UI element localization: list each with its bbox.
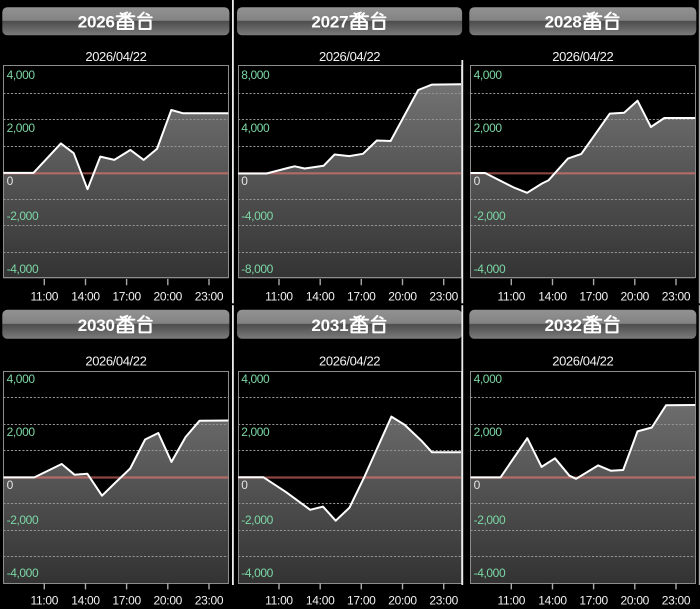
svg-text:2,000: 2,000 bbox=[474, 121, 503, 135]
svg-text:11:00: 11:00 bbox=[30, 290, 58, 304]
svg-text:2026/04/22: 2026/04/22 bbox=[319, 353, 380, 368]
svg-text:23:00: 23:00 bbox=[429, 290, 458, 304]
svg-text:-4,000: -4,000 bbox=[7, 262, 39, 276]
svg-text:0: 0 bbox=[7, 478, 14, 492]
svg-text:-2,000: -2,000 bbox=[7, 513, 39, 527]
svg-text:2026/04/22: 2026/04/22 bbox=[319, 49, 380, 64]
svg-text:17:00: 17:00 bbox=[579, 290, 608, 304]
svg-text:17:00: 17:00 bbox=[112, 290, 141, 304]
svg-text:2,000: 2,000 bbox=[474, 425, 503, 439]
svg-text:20:00: 20:00 bbox=[388, 290, 417, 304]
svg-text:20:00: 20:00 bbox=[621, 594, 650, 608]
svg-text:2032: 2032 bbox=[545, 316, 582, 335]
svg-text:2031: 2031 bbox=[311, 316, 348, 335]
svg-text:-2,000: -2,000 bbox=[7, 209, 39, 223]
svg-text:2026/04/22: 2026/04/22 bbox=[85, 353, 146, 368]
svg-text:17:00: 17:00 bbox=[579, 594, 608, 608]
svg-text:-4,000: -4,000 bbox=[241, 566, 273, 580]
svg-text:20:00: 20:00 bbox=[388, 594, 417, 608]
svg-text:2026: 2026 bbox=[78, 13, 115, 32]
svg-text:23:00: 23:00 bbox=[195, 594, 224, 608]
svg-text:20:00: 20:00 bbox=[154, 594, 183, 608]
svg-text:-2,000: -2,000 bbox=[241, 513, 273, 527]
svg-text:11:00: 11:00 bbox=[30, 594, 58, 608]
svg-text:14:00: 14:00 bbox=[71, 594, 100, 608]
svg-text:2026/04/22: 2026/04/22 bbox=[552, 49, 613, 64]
svg-text:11:00: 11:00 bbox=[497, 594, 525, 608]
svg-text:4,000: 4,000 bbox=[241, 372, 270, 386]
svg-text:-4,000: -4,000 bbox=[474, 262, 506, 276]
svg-text:17:00: 17:00 bbox=[347, 290, 376, 304]
svg-text:23:00: 23:00 bbox=[195, 290, 224, 304]
svg-text:-4,000: -4,000 bbox=[7, 566, 39, 580]
svg-text:11:00: 11:00 bbox=[265, 290, 293, 304]
svg-text:14:00: 14:00 bbox=[306, 594, 335, 608]
svg-text:2027: 2027 bbox=[311, 13, 348, 32]
svg-text:4,000: 4,000 bbox=[7, 372, 36, 386]
svg-text:0: 0 bbox=[7, 174, 14, 188]
svg-text:0: 0 bbox=[241, 174, 248, 188]
svg-text:4,000: 4,000 bbox=[7, 68, 36, 82]
svg-text:23:00: 23:00 bbox=[662, 594, 691, 608]
svg-text:23:00: 23:00 bbox=[662, 290, 691, 304]
svg-text:17:00: 17:00 bbox=[112, 594, 141, 608]
svg-text:23:00: 23:00 bbox=[429, 594, 458, 608]
svg-text:14:00: 14:00 bbox=[71, 290, 100, 304]
svg-text:2,000: 2,000 bbox=[241, 425, 270, 439]
svg-text:4,000: 4,000 bbox=[241, 121, 270, 135]
svg-text:2,000: 2,000 bbox=[7, 425, 36, 439]
svg-text:-2,000: -2,000 bbox=[474, 209, 506, 223]
svg-text:-2,000: -2,000 bbox=[474, 513, 506, 527]
svg-text:-4,000: -4,000 bbox=[474, 566, 506, 580]
svg-text:4,000: 4,000 bbox=[474, 68, 503, 82]
svg-text:0: 0 bbox=[474, 174, 481, 188]
svg-text:4,000: 4,000 bbox=[474, 372, 503, 386]
svg-text:2026/04/22: 2026/04/22 bbox=[552, 353, 613, 368]
svg-text:14:00: 14:00 bbox=[306, 290, 335, 304]
svg-text:2028: 2028 bbox=[545, 13, 582, 32]
svg-text:-4,000: -4,000 bbox=[241, 209, 273, 223]
svg-text:17:00: 17:00 bbox=[347, 594, 376, 608]
svg-text:-8,000: -8,000 bbox=[241, 262, 273, 276]
svg-text:20:00: 20:00 bbox=[621, 290, 650, 304]
svg-text:11:00: 11:00 bbox=[265, 594, 293, 608]
svg-text:2,000: 2,000 bbox=[7, 121, 36, 135]
svg-text:20:00: 20:00 bbox=[154, 290, 183, 304]
svg-text:14:00: 14:00 bbox=[538, 594, 567, 608]
svg-text:11:00: 11:00 bbox=[497, 290, 525, 304]
svg-text:2030: 2030 bbox=[78, 316, 115, 335]
svg-text:0: 0 bbox=[474, 478, 481, 492]
svg-text:0: 0 bbox=[241, 478, 248, 492]
svg-text:14:00: 14:00 bbox=[538, 290, 567, 304]
svg-text:8,000: 8,000 bbox=[241, 68, 270, 82]
svg-text:2026/04/22: 2026/04/22 bbox=[85, 49, 146, 64]
